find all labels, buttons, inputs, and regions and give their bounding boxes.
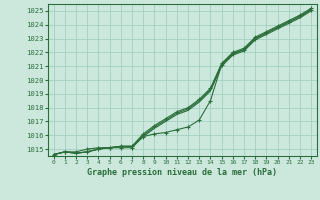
X-axis label: Graphe pression niveau de la mer (hPa): Graphe pression niveau de la mer (hPa) (87, 168, 277, 177)
